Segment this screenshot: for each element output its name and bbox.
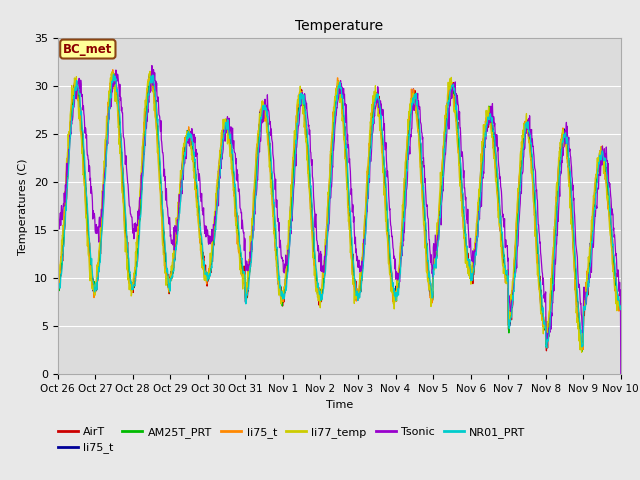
li75_t bbox=[166, 286, 173, 292]
Line: li77_temp: li77_temp bbox=[58, 71, 621, 352]
AM25T_PRT bbox=[578, 348, 586, 354]
Line: NR01_PRT: NR01_PRT bbox=[58, 74, 621, 348]
NR01_PRT bbox=[500, 255, 508, 261]
Line: Tsonic: Tsonic bbox=[58, 66, 621, 374]
li75_t bbox=[147, 70, 154, 75]
li75_t bbox=[54, 283, 61, 289]
AirT bbox=[543, 348, 550, 354]
AM25T_PRT bbox=[550, 244, 558, 250]
li75_t bbox=[179, 154, 187, 159]
li75_t bbox=[243, 295, 250, 300]
li75_t bbox=[500, 264, 508, 270]
li75_t bbox=[109, 67, 116, 72]
li77_temp bbox=[146, 68, 154, 74]
NR01_PRT bbox=[551, 247, 559, 253]
AM25T_PRT bbox=[500, 269, 508, 275]
NR01_PRT bbox=[109, 72, 117, 77]
Line: AM25T_PRT: AM25T_PRT bbox=[58, 72, 621, 351]
NR01_PRT bbox=[179, 165, 187, 171]
Tsonic bbox=[243, 266, 250, 272]
li75_t bbox=[579, 346, 587, 352]
NR01_PRT bbox=[617, 303, 625, 309]
li75_t bbox=[54, 282, 61, 288]
AirT bbox=[427, 289, 435, 295]
AirT bbox=[617, 301, 625, 307]
Tsonic bbox=[148, 63, 156, 69]
Line: AirT: AirT bbox=[58, 73, 621, 351]
AM25T_PRT bbox=[147, 69, 155, 75]
AM25T_PRT bbox=[617, 305, 625, 311]
AirT bbox=[166, 285, 173, 291]
li75_t bbox=[166, 287, 173, 292]
li75_t bbox=[243, 294, 250, 300]
AM25T_PRT bbox=[427, 293, 435, 299]
li75_t bbox=[550, 234, 558, 240]
Tsonic bbox=[54, 214, 61, 220]
Y-axis label: Temperatures (C): Temperatures (C) bbox=[18, 158, 28, 255]
li75_t bbox=[179, 152, 187, 157]
NR01_PRT bbox=[243, 299, 250, 304]
Tsonic bbox=[617, 372, 625, 377]
NR01_PRT bbox=[543, 345, 550, 351]
NR01_PRT bbox=[166, 282, 173, 288]
li75_t bbox=[427, 295, 435, 301]
Tsonic bbox=[550, 279, 558, 285]
AM25T_PRT bbox=[166, 286, 173, 292]
li77_temp bbox=[243, 281, 250, 287]
Tsonic bbox=[500, 216, 508, 221]
NR01_PRT bbox=[427, 283, 435, 289]
AirT bbox=[179, 160, 187, 166]
li77_temp bbox=[500, 268, 508, 274]
AirT bbox=[109, 71, 116, 76]
AirT bbox=[551, 240, 559, 246]
Line: li75_t: li75_t bbox=[58, 72, 621, 349]
li77_temp bbox=[179, 148, 187, 154]
li77_temp bbox=[578, 349, 586, 355]
Tsonic bbox=[166, 215, 173, 220]
X-axis label: Time: Time bbox=[326, 400, 353, 409]
AM25T_PRT bbox=[179, 158, 187, 164]
li77_temp bbox=[550, 224, 558, 229]
AirT bbox=[54, 283, 61, 289]
Title: Temperature: Temperature bbox=[295, 19, 383, 33]
Legend: AirT, li75_t, AM25T_PRT, li75_t, li77_temp, Tsonic, NR01_PRT: AirT, li75_t, AM25T_PRT, li75_t, li77_te… bbox=[58, 427, 525, 454]
Tsonic bbox=[179, 177, 187, 182]
li77_temp bbox=[54, 282, 61, 288]
li75_t bbox=[617, 304, 625, 310]
AirT bbox=[243, 300, 250, 306]
AirT bbox=[500, 262, 508, 267]
Text: BC_met: BC_met bbox=[63, 43, 113, 56]
Line: li75_t: li75_t bbox=[58, 70, 621, 349]
li75_t bbox=[500, 266, 508, 272]
li77_temp bbox=[617, 309, 625, 315]
li77_temp bbox=[427, 304, 435, 310]
li75_t bbox=[617, 300, 625, 305]
AM25T_PRT bbox=[54, 291, 61, 297]
AM25T_PRT bbox=[243, 298, 250, 303]
li75_t bbox=[550, 226, 558, 232]
NR01_PRT bbox=[54, 287, 61, 292]
Tsonic bbox=[427, 252, 435, 257]
li77_temp bbox=[166, 284, 173, 290]
li75_t bbox=[579, 347, 587, 352]
li75_t bbox=[427, 292, 435, 298]
